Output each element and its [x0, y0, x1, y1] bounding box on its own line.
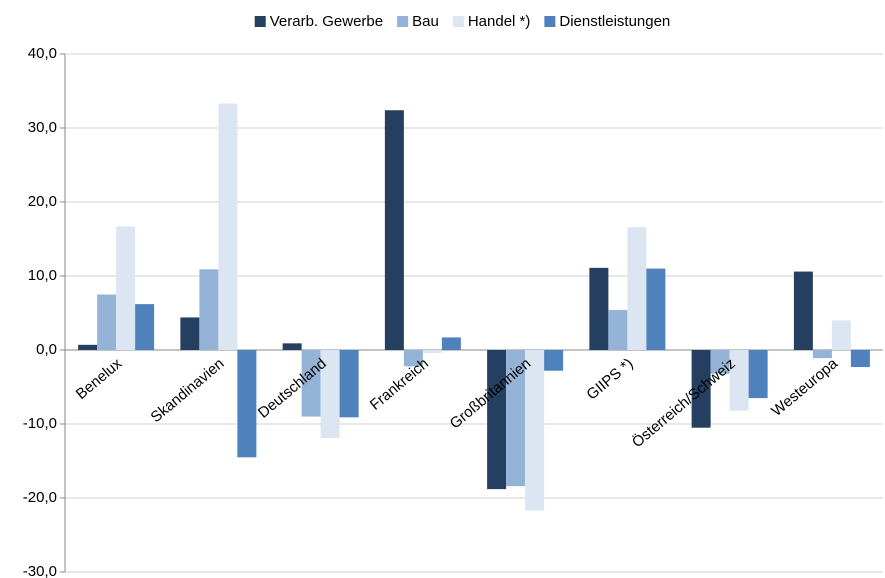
bar [646, 268, 666, 350]
bar [78, 344, 98, 350]
y-tick-label: 40,0 [28, 45, 57, 62]
bar [422, 350, 442, 353]
x-tick-label: Österreich/Schweiz [628, 354, 739, 451]
legend-label: Dienstleistungen [559, 13, 670, 30]
bar [403, 350, 423, 367]
bar [116, 226, 136, 350]
bar [831, 320, 851, 350]
bar [301, 350, 321, 417]
bar [627, 227, 647, 350]
y-tick-label: 10,0 [28, 267, 57, 284]
bar [850, 350, 870, 368]
bar [218, 103, 238, 350]
legend-swatch [452, 16, 464, 27]
legend-swatch [544, 16, 556, 27]
bar [589, 267, 609, 350]
x-tick-label: Skandinavien [148, 355, 228, 426]
bar [710, 350, 730, 374]
bar [525, 350, 545, 511]
bar [729, 350, 749, 411]
x-tick-label: Westeuropa [768, 355, 841, 420]
bar [135, 304, 155, 350]
x-tick-label: GIIPS *) [583, 355, 636, 403]
y-tick-label: 0,0 [36, 341, 57, 358]
bar [199, 269, 219, 350]
bar [748, 350, 768, 399]
bar [282, 343, 302, 350]
legend-label: Handel *) [468, 13, 531, 30]
x-tick-label: Frankreich [367, 355, 432, 414]
bar [608, 310, 628, 350]
bar [97, 294, 117, 350]
bar [544, 350, 564, 371]
bar [487, 350, 507, 490]
bar [793, 271, 813, 350]
y-tick-label: 20,0 [28, 193, 57, 210]
y-tick-label: -20,0 [23, 489, 57, 506]
bar [237, 350, 257, 458]
legend-label: Bau [412, 13, 439, 30]
y-tick-label: -10,0 [23, 415, 57, 432]
y-tick-label: 30,0 [28, 119, 57, 136]
legend: Verarb. Gewerbe Bau Handel *) Dienstleistun… [254, 13, 670, 30]
bar [812, 350, 832, 359]
y-tick-label: -30,0 [23, 563, 57, 578]
bar [320, 350, 340, 439]
x-tick-label: Benelux [73, 355, 126, 403]
legend-label: Verarb. Gewerbe [270, 13, 383, 30]
legend-swatch [397, 16, 409, 27]
bar [180, 317, 200, 350]
legend-swatch [254, 16, 266, 27]
bar [339, 350, 359, 418]
bar [384, 110, 404, 351]
bar [441, 337, 461, 350]
bar [691, 350, 711, 428]
bar [506, 350, 526, 487]
